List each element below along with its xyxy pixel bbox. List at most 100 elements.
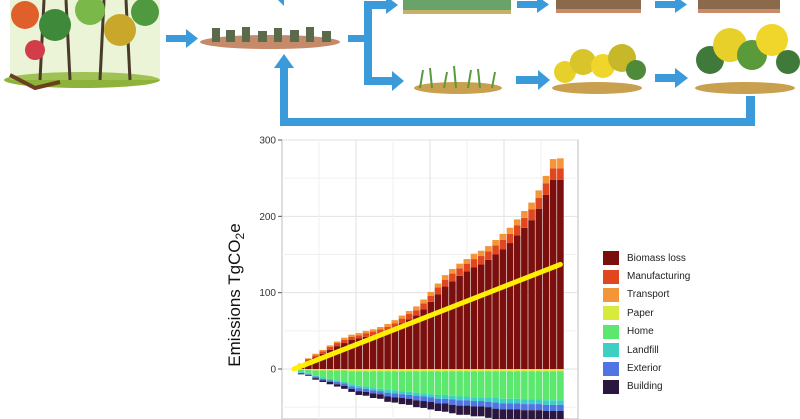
bar-segment [513, 225, 521, 236]
bar-segment [341, 381, 348, 384]
bar-segment [441, 371, 449, 395]
bar-segment [312, 353, 319, 356]
young-plantation-illustration [403, 0, 511, 14]
bar-segment [463, 405, 471, 415]
bar-segment [427, 401, 435, 410]
bar-segment [485, 371, 492, 399]
bar-segment [362, 369, 370, 372]
bar-segment [441, 286, 449, 369]
bar-segment [384, 392, 391, 397]
bar-segment [499, 403, 507, 410]
bar-segment [513, 398, 521, 404]
bar-segment [326, 380, 334, 382]
bar-segment [542, 175, 550, 184]
bar-segment [477, 406, 485, 417]
bar-segment [506, 409, 514, 419]
bar-segment [492, 371, 499, 399]
bar-segment [513, 235, 521, 369]
bar-segment [477, 256, 485, 265]
mature-forest-illustration [695, 24, 800, 94]
bar-segment [341, 385, 348, 389]
bar-segment [326, 370, 334, 379]
bar-segment [391, 327, 399, 369]
bar-segment [341, 370, 348, 382]
bar-segment [521, 404, 528, 411]
bar-segment [456, 268, 463, 276]
bar-segment [413, 392, 420, 396]
bar-segment [333, 341, 341, 344]
bar-segment [420, 309, 427, 369]
bar-segment [405, 319, 413, 369]
bar-segment [485, 369, 492, 372]
bar-segment [485, 398, 492, 402]
y-tick-label: 300 [259, 136, 276, 147]
legend-swatch [603, 379, 619, 394]
bar-segment [485, 401, 492, 408]
bar-segment [528, 220, 535, 369]
bar-segment [333, 343, 341, 347]
bar-segment [470, 267, 478, 369]
bar-segment [549, 400, 557, 405]
bar-segment [499, 371, 507, 399]
bar-segment [449, 281, 456, 369]
bar-segment [427, 371, 435, 395]
bar-segment [477, 264, 485, 369]
bar-segment [398, 323, 406, 369]
bar-segment [535, 208, 543, 369]
bar-segment [463, 400, 471, 406]
bar-segment [297, 373, 305, 375]
bar-segment [463, 371, 471, 397]
bar-segment [413, 310, 420, 316]
bar-segment [305, 374, 312, 376]
bar-segment [456, 371, 463, 397]
bar-segment [297, 369, 305, 373]
bar-segment [470, 253, 478, 260]
bar-segment [413, 395, 420, 401]
bar-segment [449, 269, 456, 274]
bar-segment [463, 263, 471, 272]
bar-segment [441, 279, 449, 287]
bar-segment [521, 410, 528, 419]
bar-segment [477, 371, 485, 398]
bars [297, 158, 564, 419]
bar-segment [333, 384, 341, 387]
bar-segment [528, 399, 535, 405]
legend-label: Exterior [627, 363, 662, 375]
legend-item: Manufacturing [603, 267, 690, 285]
bar-segment [377, 394, 384, 399]
bar-segment [441, 275, 449, 280]
bar-segment [348, 334, 355, 337]
bar-segment [312, 370, 319, 376]
bar-segment [434, 371, 442, 395]
bar-segment [391, 323, 399, 328]
bar-segment [405, 369, 413, 372]
bar-segment [377, 391, 384, 395]
bar-segment [456, 400, 463, 406]
bar-segment [384, 396, 391, 402]
legend-swatch [603, 361, 619, 376]
bar-segment [297, 369, 305, 370]
bar-segment [297, 372, 305, 373]
bar-segment [384, 371, 391, 390]
bar-segment [420, 371, 427, 394]
bar-segment [449, 371, 456, 396]
bar-segment [535, 190, 543, 199]
legend-swatch [603, 287, 619, 302]
bar-segment [355, 385, 363, 389]
bar-segment [377, 333, 384, 369]
bar-segment [557, 179, 564, 369]
bar-segment [348, 339, 355, 369]
legend-swatch [603, 251, 619, 266]
bar-segment [333, 380, 341, 382]
legend-item: Building [603, 378, 690, 396]
bar-segment [499, 239, 507, 250]
bar-segment [377, 329, 384, 334]
bar-segment [521, 369, 528, 372]
bar-segment [405, 394, 413, 399]
bar-segment [434, 369, 442, 372]
bar-segment [377, 388, 384, 392]
bar-segment [499, 369, 507, 372]
bar-segment [420, 369, 427, 372]
bar-segment [319, 351, 327, 354]
legend-label: Paper [627, 307, 654, 319]
